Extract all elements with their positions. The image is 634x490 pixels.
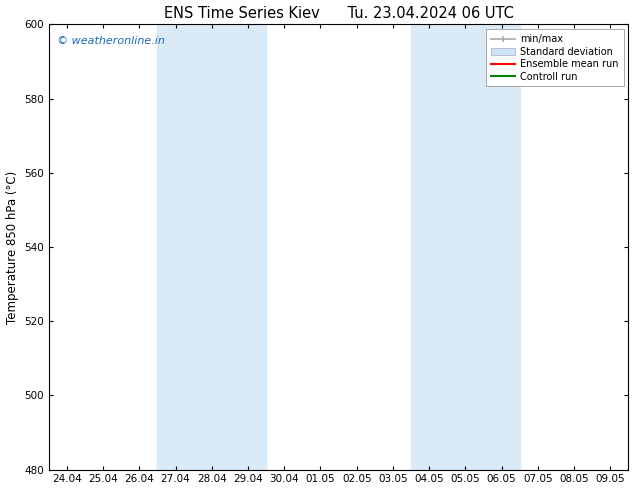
Bar [157, 24, 266, 469]
Bar [411, 24, 520, 469]
Y-axis label: Temperature 850 hPa (°C): Temperature 850 hPa (°C) [6, 171, 18, 324]
Title: ENS Time Series Kiev      Tu. 23.04.2024 06 UTC: ENS Time Series Kiev Tu. 23.04.2024 06 U… [164, 5, 514, 21]
Text: © weatheronline.in: © weatheronline.in [58, 36, 165, 46]
Legend: min/max, Standard deviation, Ensemble mean run, Controll run: min/max, Standard deviation, Ensemble me… [486, 29, 624, 86]
